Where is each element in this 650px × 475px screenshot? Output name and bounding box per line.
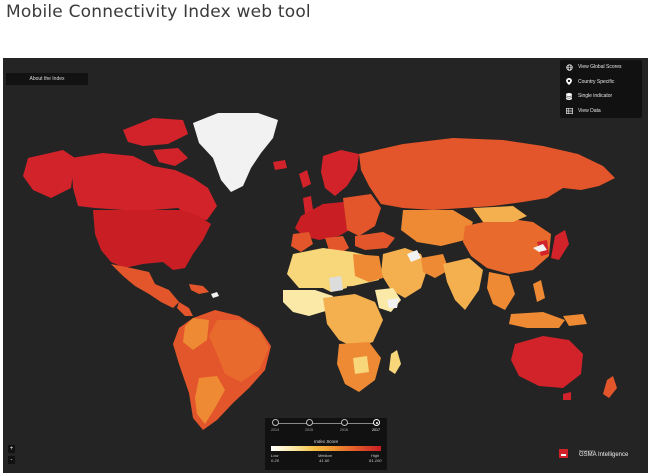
menu-item-global-scores[interactable]: View Global Scores	[560, 60, 642, 75]
region-usa	[93, 210, 211, 270]
region-china	[463, 218, 551, 274]
gsma-logo-icon	[559, 449, 568, 458]
timeline-year-label: 2016	[340, 428, 348, 432]
region-scandinavia	[321, 150, 359, 196]
region-alaska	[23, 150, 75, 198]
zoom-in-button[interactable]: +	[8, 445, 15, 453]
region-west-africa	[283, 290, 333, 316]
region-iberia	[291, 232, 313, 252]
region-australia	[511, 336, 583, 388]
region-russia	[359, 138, 615, 210]
region-uk	[303, 196, 313, 214]
legend-low-label: Low	[271, 453, 279, 458]
region-middle-east	[381, 248, 427, 298]
region-central-africa	[323, 294, 383, 348]
world-map-panel[interactable]: About the Index View Global Scores Count…	[3, 58, 648, 473]
menu-item-label: View Data	[578, 107, 601, 114]
region-new-zealand	[603, 376, 617, 398]
legend-high-label: High	[371, 453, 380, 458]
timeline-year-2015[interactable]	[306, 419, 313, 426]
timeline-year-2014[interactable]	[272, 419, 279, 426]
menu-item-country-specific[interactable]: Country Specific	[560, 75, 642, 90]
powered-by-label: Powered by	[579, 449, 595, 453]
timeline-year-label: 2015	[305, 428, 313, 432]
region-eastern-europe	[343, 194, 381, 236]
region-japan	[551, 230, 569, 260]
timeline-year-2016[interactable]	[341, 419, 348, 426]
world-map[interactable]	[3, 58, 648, 473]
view-menu: View Global Scores Country Specific Sing…	[560, 60, 642, 118]
region-canada	[71, 153, 217, 220]
region-mexico	[111, 264, 179, 308]
region-turkey	[355, 232, 395, 250]
legend-color-scale	[271, 446, 381, 451]
legend-medium-label: Medium	[318, 453, 333, 458]
about-index-button[interactable]: About the Index	[6, 73, 88, 85]
timeline-year-label-selected: 2017	[372, 428, 380, 432]
menu-item-view-data[interactable]: View Data	[560, 104, 642, 119]
menu-item-label: Country Specific	[578, 78, 615, 85]
legend-high-range: 81-100	[369, 458, 382, 463]
legend-low-range: 0-20	[271, 458, 280, 463]
region-western-europe	[295, 202, 355, 240]
table-icon	[565, 107, 573, 115]
legend-medium-range: 41-60	[319, 458, 330, 463]
region-greenland	[193, 113, 278, 192]
year-timeline: 2014 2015 2016 2017 Index Score Low 0-20…	[265, 418, 387, 470]
menu-item-label: View Global Scores	[578, 64, 622, 71]
gsma-intelligence-logo: Powered by GSMA Intelligence	[559, 447, 639, 463]
globe-icon	[565, 63, 573, 71]
page-title: Mobile Connectivity Index web tool	[6, 2, 311, 22]
region-southeast-asia	[487, 272, 515, 310]
region-india	[443, 258, 483, 310]
brand-name: GSMA Intelligence	[579, 452, 629, 458]
region-central-asia	[401, 210, 473, 246]
region-argentina	[195, 376, 225, 424]
menu-item-label: Single indicator	[578, 93, 613, 100]
database-icon	[565, 92, 573, 100]
map-pin-icon	[565, 78, 573, 86]
legend-title: Index Score	[313, 439, 338, 444]
timeline-track	[274, 423, 379, 424]
timeline-year-2017[interactable]	[373, 419, 380, 426]
region-arctic-canada	[123, 118, 188, 146]
zoom-out-button[interactable]: -	[8, 456, 15, 464]
timeline-year-label: 2014	[271, 428, 279, 432]
menu-item-single-indicator[interactable]: Single indicator	[560, 89, 642, 104]
region-brazil	[209, 320, 269, 382]
